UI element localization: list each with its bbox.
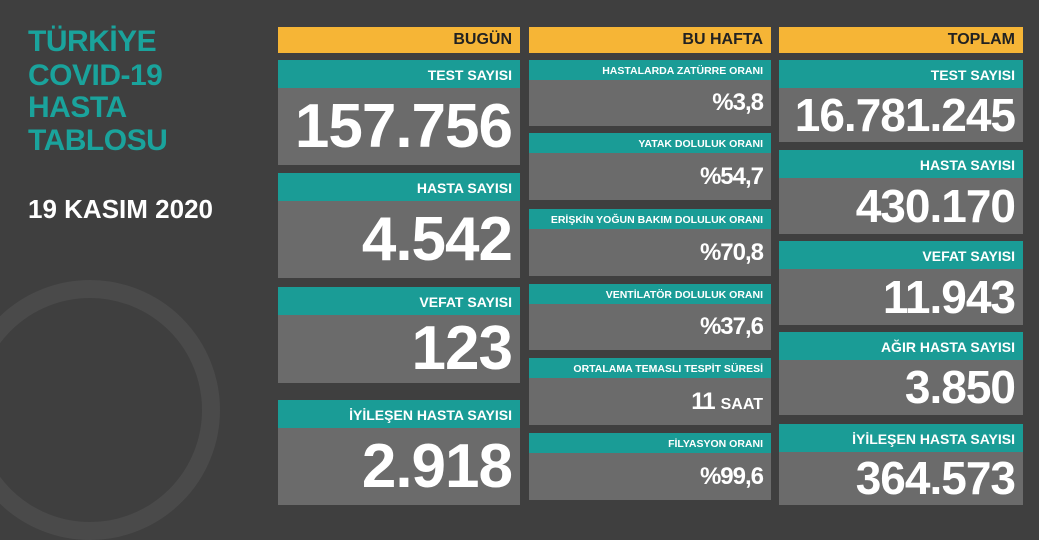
card-value: 4.542: [278, 201, 520, 278]
card-label: İYİLEŞEN HASTA SAYISI: [278, 400, 520, 428]
value-text: 157.756: [294, 92, 513, 161]
column-header: BU HAFTA: [529, 27, 771, 53]
card-label: VEFAT SAYISI: [779, 241, 1023, 269]
card-value: 11.943: [779, 269, 1023, 325]
card-label: ERİŞKİN YOĞUN BAKIM DOLULUK ORANI: [529, 209, 771, 229]
value-text: %3,8: [712, 89, 764, 116]
card-value: %99,6: [529, 453, 771, 500]
value-text: 364.573: [855, 452, 1016, 504]
card-label: VENTİLATÖR DOLULUK ORANI: [529, 284, 771, 304]
card-value: 364.573: [779, 452, 1023, 505]
date: 19 KASIM 2020: [28, 194, 213, 224]
card-label: İYİLEŞEN HASTA SAYISI: [779, 424, 1023, 452]
value-text: %70,8: [699, 239, 764, 266]
card-label: TEST SAYISI: [779, 60, 1023, 88]
value-unit: SAAT: [720, 396, 763, 413]
card-label: AĞIR HASTA SAYISI: [779, 332, 1023, 360]
value-text: 4.542: [361, 205, 513, 274]
value-text: %54,7: [699, 163, 764, 190]
value-text: %37,6: [699, 313, 764, 340]
value-text: 430.170: [855, 180, 1016, 232]
value-text: 16.781.245: [794, 89, 1016, 141]
value-text: 3.850: [904, 361, 1016, 413]
value-text: 123: [411, 314, 513, 383]
card-label: YATAK DOLULUK ORANI: [529, 133, 771, 153]
card-value: 430.170: [779, 178, 1023, 234]
card-label: ORTALAMA TEMASLI TESPİT SÜRESİ: [529, 358, 771, 378]
column-header: TOPLAM: [779, 27, 1023, 53]
card-value: 3.850: [779, 360, 1023, 415]
card-value: 2.918: [278, 428, 520, 505]
card-label: FİLYASYON ORANI: [529, 433, 771, 453]
title-line: TABLOSU: [28, 124, 168, 157]
card-label: VEFAT SAYISI: [278, 287, 520, 315]
card-label: HASTALARDA ZATÜRRE ORANI: [529, 60, 771, 80]
title-line: HASTA: [28, 91, 127, 124]
card-value: %3,8: [529, 80, 771, 126]
value-text: 11.943: [882, 271, 1016, 323]
card-value: %70,8: [529, 229, 771, 276]
card-value: %37,6: [529, 304, 771, 350]
column-header: BUGÜN: [278, 27, 520, 53]
emblem: [0, 280, 220, 540]
card-value: 16.781.245: [779, 88, 1023, 142]
title-line: COVID-19: [28, 59, 163, 92]
card-value: 123: [278, 315, 520, 383]
value-text: %99,6: [699, 463, 764, 490]
value-text: 2.918: [361, 432, 513, 501]
title-line: TÜRKİYE: [28, 25, 157, 58]
card-label: TEST SAYISI: [278, 60, 520, 88]
value-text: 11: [691, 388, 715, 415]
card-label: HASTA SAYISI: [779, 150, 1023, 178]
card-value: 11 SAAT: [529, 378, 771, 425]
card-value: %54,7: [529, 153, 771, 200]
card-label: HASTA SAYISI: [278, 173, 520, 201]
card-value: 157.756: [278, 88, 520, 165]
